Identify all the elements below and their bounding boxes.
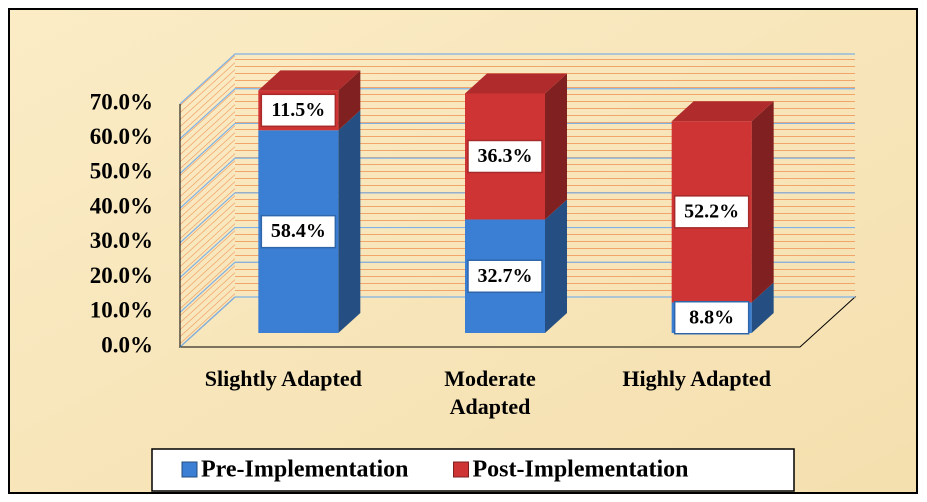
y-tick-label: 60.0% — [90, 124, 153, 149]
bar-side — [545, 199, 567, 333]
bar-side — [338, 70, 361, 131]
grid-line — [179, 192, 855, 244]
legend-box — [151, 448, 795, 492]
legend-label: Pre-Implementation — [201, 457, 409, 483]
bar-side — [751, 282, 774, 333]
value-label: 32.7% — [478, 265, 533, 287]
value-label-box — [673, 300, 750, 335]
bar-side — [545, 73, 567, 220]
value-label-box — [260, 214, 337, 249]
value-label: 58.4% — [271, 220, 326, 242]
y-tick-label: 10.0% — [90, 298, 153, 323]
x-tick-label: Moderate Adapted — [444, 366, 536, 419]
legend-swatch — [453, 461, 470, 478]
x-tick-label: Highly Adapted — [622, 366, 771, 391]
y-tick-label: 40.0% — [90, 193, 153, 218]
grid-line — [179, 88, 855, 140]
bar-side — [338, 110, 361, 333]
grid-line — [179, 53, 855, 105]
value-label: 36.3% — [478, 145, 533, 167]
grid-line — [179, 226, 855, 279]
y-tick-label: 70.0% — [90, 89, 153, 114]
value-label-box — [673, 195, 750, 229]
value-label-box — [260, 93, 337, 128]
side-wall — [180, 54, 235, 347]
value-label-box — [467, 139, 543, 174]
value-label: 8.8% — [689, 306, 734, 328]
value-label-box — [467, 259, 543, 293]
grid-line — [179, 261, 855, 313]
grid-line — [179, 157, 855, 209]
label-line: Adapted — [450, 394, 531, 419]
bar-top — [671, 101, 774, 122]
legend-label: Post-Implementation — [473, 457, 689, 483]
value-label: 52.2% — [684, 200, 739, 222]
grid-line — [179, 122, 855, 174]
y-tick-label: 20.0% — [90, 263, 153, 288]
legend-swatch — [181, 461, 198, 478]
bar-top — [465, 73, 567, 94]
label-line: Moderate — [444, 366, 536, 391]
bar-top — [258, 70, 361, 91]
bar-side — [751, 101, 774, 303]
y-tick-label: 30.0% — [90, 228, 153, 253]
y-tick-label: 0.0% — [101, 332, 153, 357]
x-tick-label: Slightly Adapted — [205, 366, 362, 391]
y-tick-label: 50.0% — [90, 159, 153, 184]
value-label: 11.5% — [271, 99, 325, 121]
grid-line — [179, 296, 855, 348]
